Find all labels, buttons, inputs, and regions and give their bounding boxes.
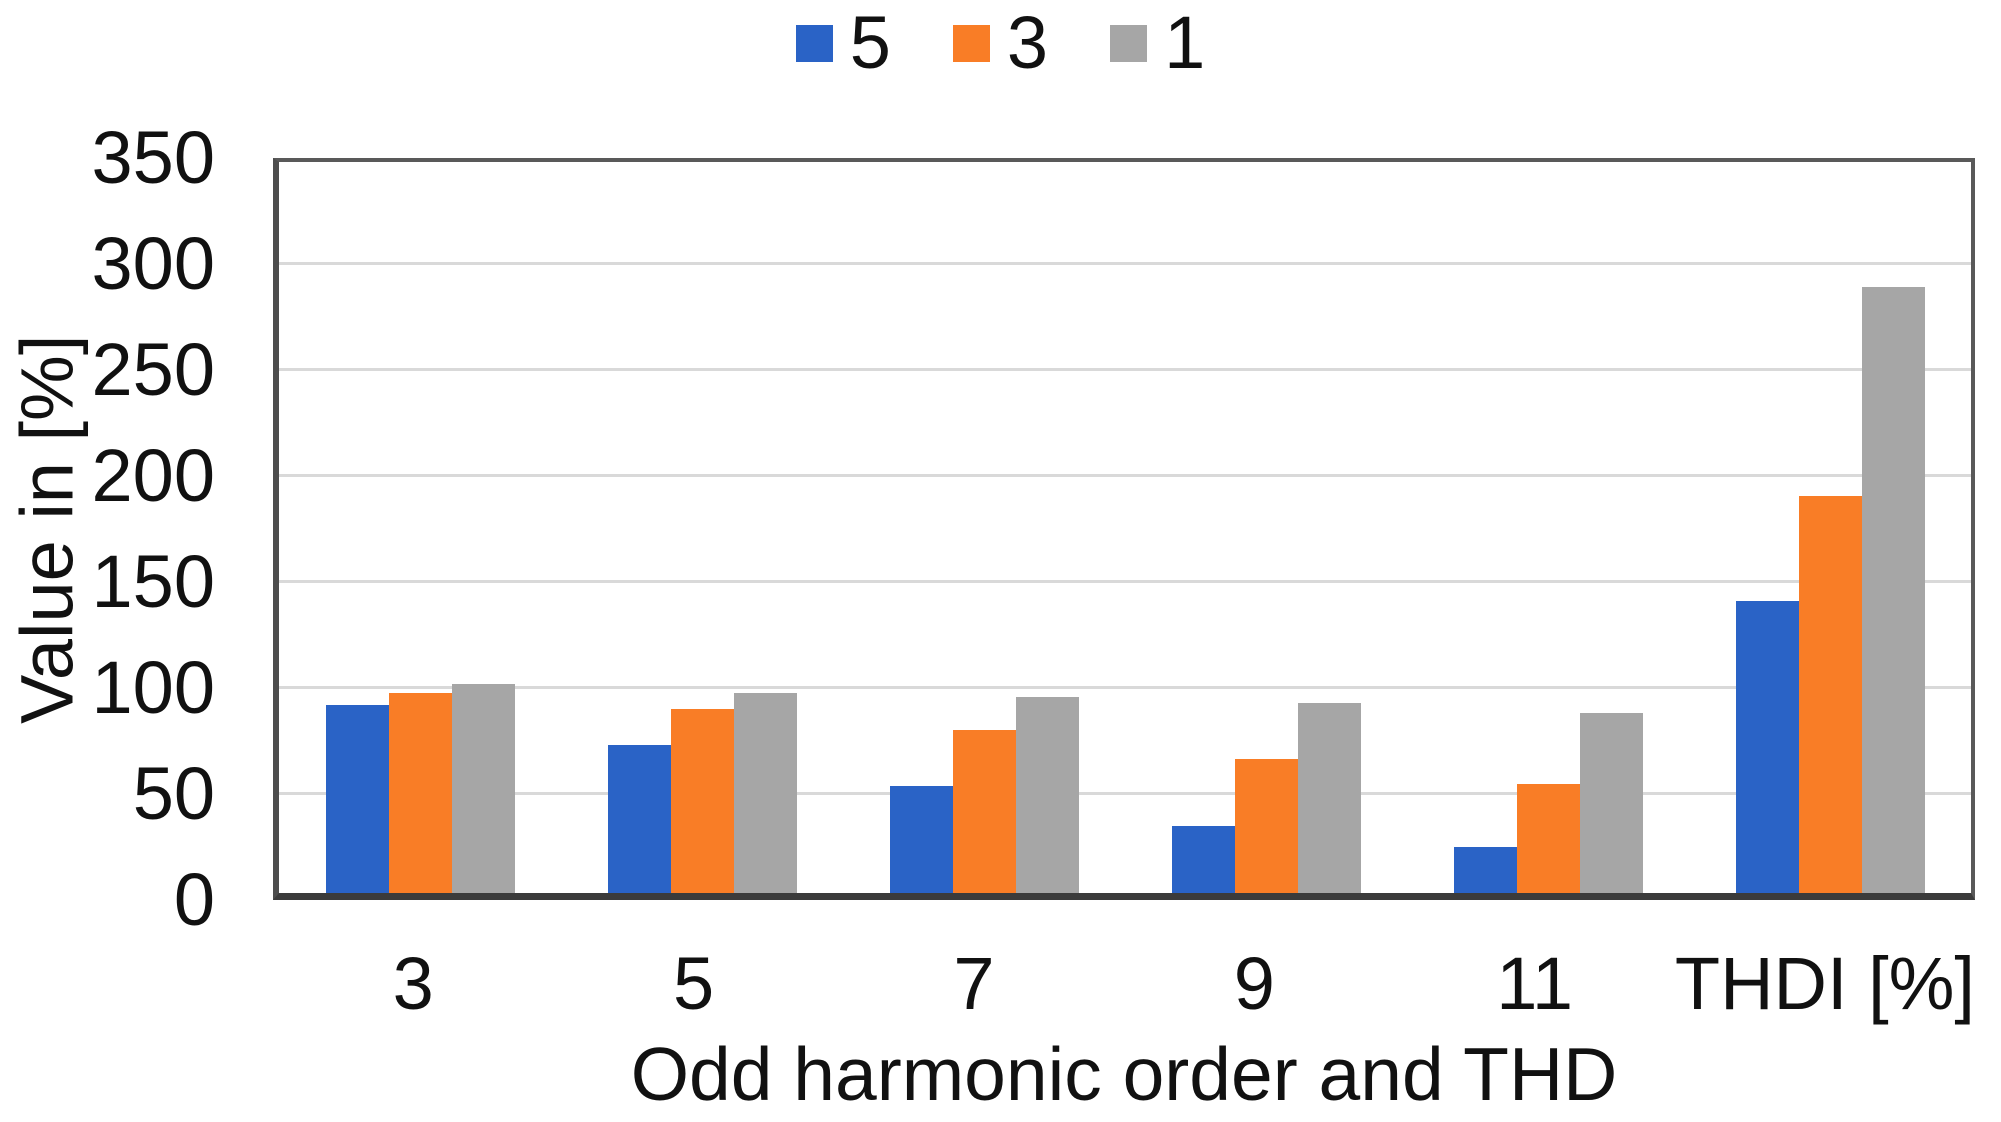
- y-tick-label: 200: [91, 434, 215, 517]
- bar-group-7: [843, 162, 1125, 893]
- legend-item-5: 5: [795, 1, 891, 84]
- y-tick-label: 350: [91, 116, 215, 199]
- x-tick-label: 5: [672, 942, 715, 1025]
- bar-series1-cat-3: [451, 684, 515, 893]
- bar-series1-cat-11: [1579, 713, 1643, 893]
- bar-series5-cat-5: [607, 744, 671, 893]
- gridline-300: [279, 262, 1971, 265]
- gridline-250: [279, 368, 1971, 371]
- bar-series1-cat-5: [733, 692, 797, 893]
- x-axis-title: Odd harmonic order and THD: [630, 1032, 1618, 1116]
- bar-series1-cat-THDI [%]: [1861, 287, 1925, 893]
- bar-series5-cat-9: [1171, 826, 1235, 893]
- bar-series3-cat-7: [952, 730, 1016, 893]
- y-tick-label: 0: [173, 858, 215, 941]
- bar-series3-cat-THDI [%]: [1798, 496, 1862, 893]
- gridline-200: [279, 474, 1971, 477]
- legend-item-3: 3: [952, 1, 1049, 84]
- x-axis-ticks: 3 5 7 9 11 THDI [%]: [273, 942, 1975, 1026]
- bar-series1-cat-7: [1015, 696, 1079, 893]
- y-tick-label: 300: [91, 222, 215, 305]
- legend-swatch-icon: [952, 24, 990, 62]
- x-tick-label: 11: [1496, 942, 1574, 1025]
- bar-group-THDI [%]: [1689, 162, 1971, 893]
- bar-series-container: [279, 162, 1971, 893]
- bar-series5-cat-THDI [%]: [1735, 600, 1799, 893]
- gridline-150: [279, 580, 1971, 583]
- bar-series5-cat-7: [889, 786, 953, 893]
- y-axis-ticks: 350 300 250 200 150 100 50 0: [0, 0, 215, 1122]
- y-tick-label: 100: [91, 646, 215, 729]
- legend-label: 5: [849, 1, 891, 84]
- y-tick-label: 50: [132, 752, 215, 835]
- bar-series3-cat-5: [670, 709, 734, 893]
- legend-label: 1: [1164, 1, 1206, 84]
- bar-series1-cat-9: [1297, 702, 1361, 893]
- x-tick-label: 9: [1233, 942, 1275, 1025]
- gridline-100: [279, 686, 1971, 689]
- bar-group-5: [561, 162, 843, 893]
- bar-series3-cat-3: [388, 692, 452, 893]
- legend-swatch-icon: [795, 24, 833, 62]
- bar-series5-cat-3: [325, 705, 389, 893]
- y-tick-label: 250: [91, 328, 215, 411]
- legend-item-1: 1: [1110, 6, 1205, 80]
- bar-series3-cat-11: [1516, 784, 1580, 893]
- legend-label: 3: [1006, 1, 1049, 84]
- bar-series5-cat-11: [1453, 847, 1517, 893]
- y-tick-label: 150: [91, 540, 215, 623]
- bar-group-3: [279, 162, 561, 893]
- x-tick-label: 3: [392, 942, 434, 1025]
- bar-group-11: [1407, 162, 1689, 893]
- bar-group-9: [1125, 162, 1407, 893]
- bar-series3-cat-9: [1234, 759, 1298, 893]
- x-tick-label: THDI [%]: [1674, 942, 1975, 1025]
- gridline-50: [279, 792, 1971, 795]
- legend-swatch-icon: [1110, 24, 1148, 62]
- x-tick-label: 7: [953, 942, 995, 1025]
- plot-area: [273, 158, 1975, 900]
